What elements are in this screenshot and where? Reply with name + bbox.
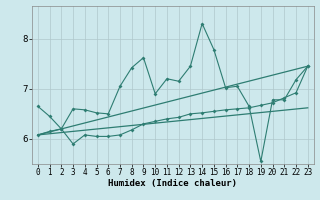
- X-axis label: Humidex (Indice chaleur): Humidex (Indice chaleur): [108, 179, 237, 188]
